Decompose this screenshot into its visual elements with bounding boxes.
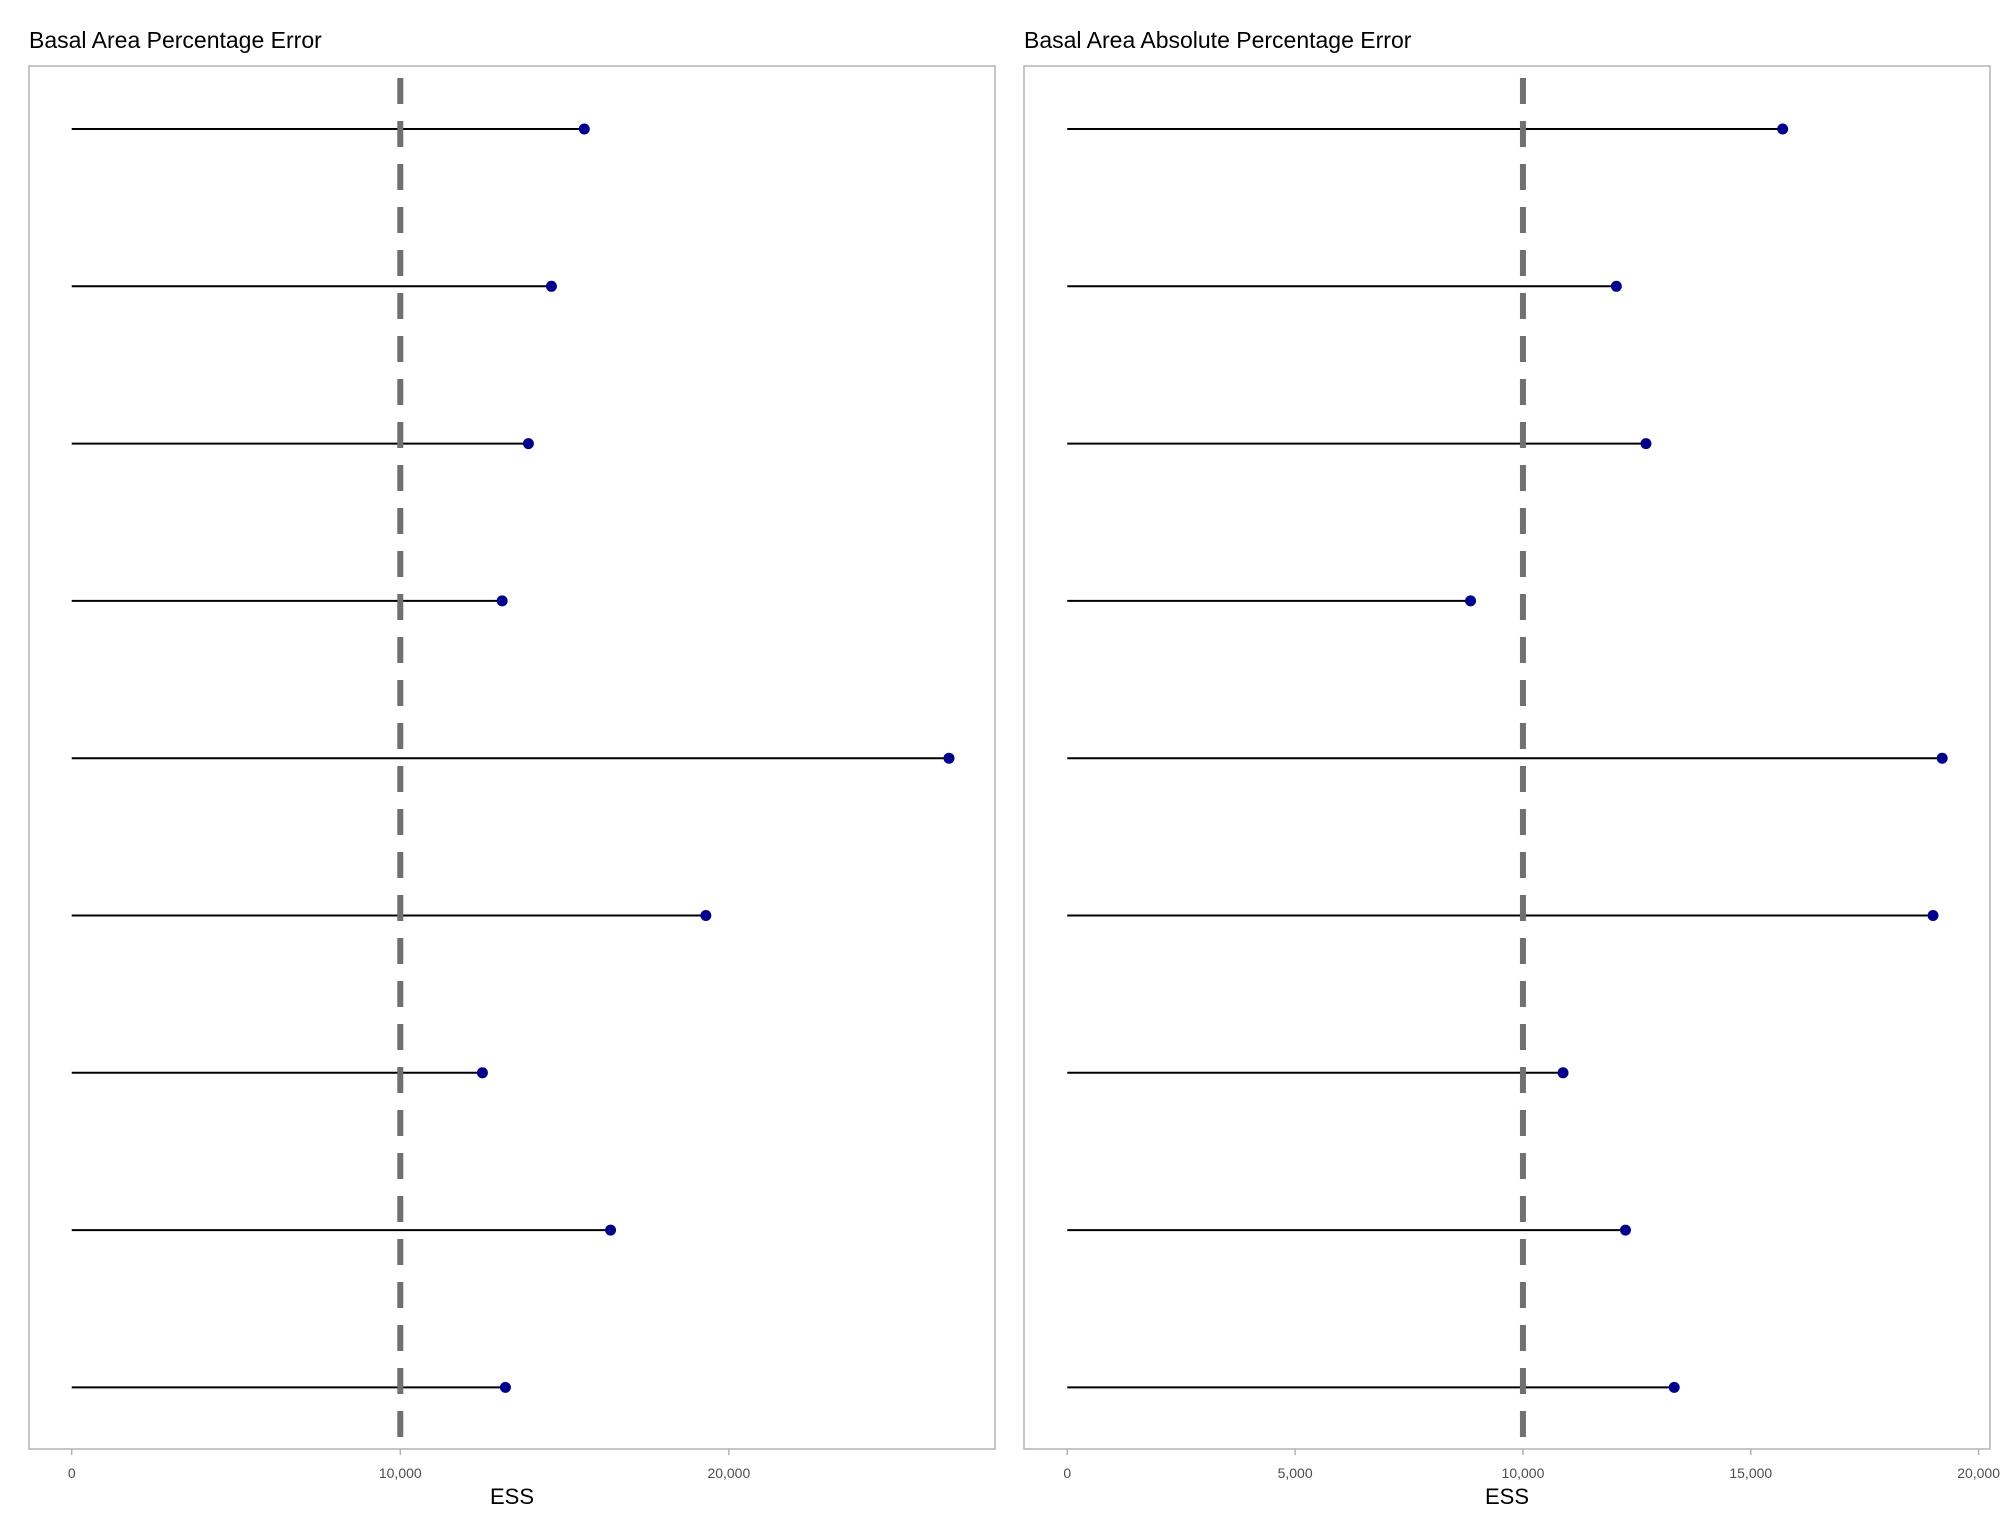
lollipop-point (1610, 280, 1622, 292)
x-tick-label: 20,000 (1957, 1465, 2000, 1481)
lollipop-point (522, 438, 534, 450)
chart-title: Basal Area Percentage Error (29, 27, 322, 53)
x-axis-label: ESS (1485, 1484, 1529, 1509)
lollipop-point (496, 595, 508, 607)
x-tick-label: 20,000 (707, 1465, 750, 1481)
x-tick-label: 5,000 (1278, 1465, 1313, 1481)
x-tick-label: 0 (1063, 1465, 1071, 1481)
chart-panel-2: Basal Area Absolute Percentage Error 0 5,0… (1023, 27, 2000, 1509)
lollipop-point (1777, 123, 1789, 135)
x-tick-label: 10,000 (1502, 1465, 1545, 1481)
lollipop-point (1619, 1224, 1631, 1236)
lollipop-point (1465, 595, 1477, 607)
lollipop-point (1936, 752, 1948, 764)
lollipop-point (1640, 438, 1652, 450)
x-tick-label: 0 (68, 1465, 76, 1481)
chart-panel-1: Basal Area Percentage Error 0 10,000 20,000… (28, 27, 996, 1509)
lollipop-point (1557, 1067, 1569, 1079)
lollipop-point (1927, 910, 1939, 921)
lollipop-point (943, 752, 955, 764)
x-tick-label: 10,000 (379, 1465, 422, 1481)
chart-title: Basal Area Absolute Percentage Error (1024, 27, 1412, 53)
lollipop-point (545, 280, 557, 292)
lollipop-point (578, 123, 590, 135)
x-tick-label: 15,000 (1729, 1465, 1772, 1481)
lollipop-point (700, 910, 712, 921)
x-axis-label: ESS (490, 1484, 534, 1509)
lollipop-point (605, 1224, 617, 1236)
lollipop-point (476, 1067, 488, 1079)
lollipop-point (499, 1381, 511, 1393)
lollipop-point (1668, 1381, 1680, 1393)
